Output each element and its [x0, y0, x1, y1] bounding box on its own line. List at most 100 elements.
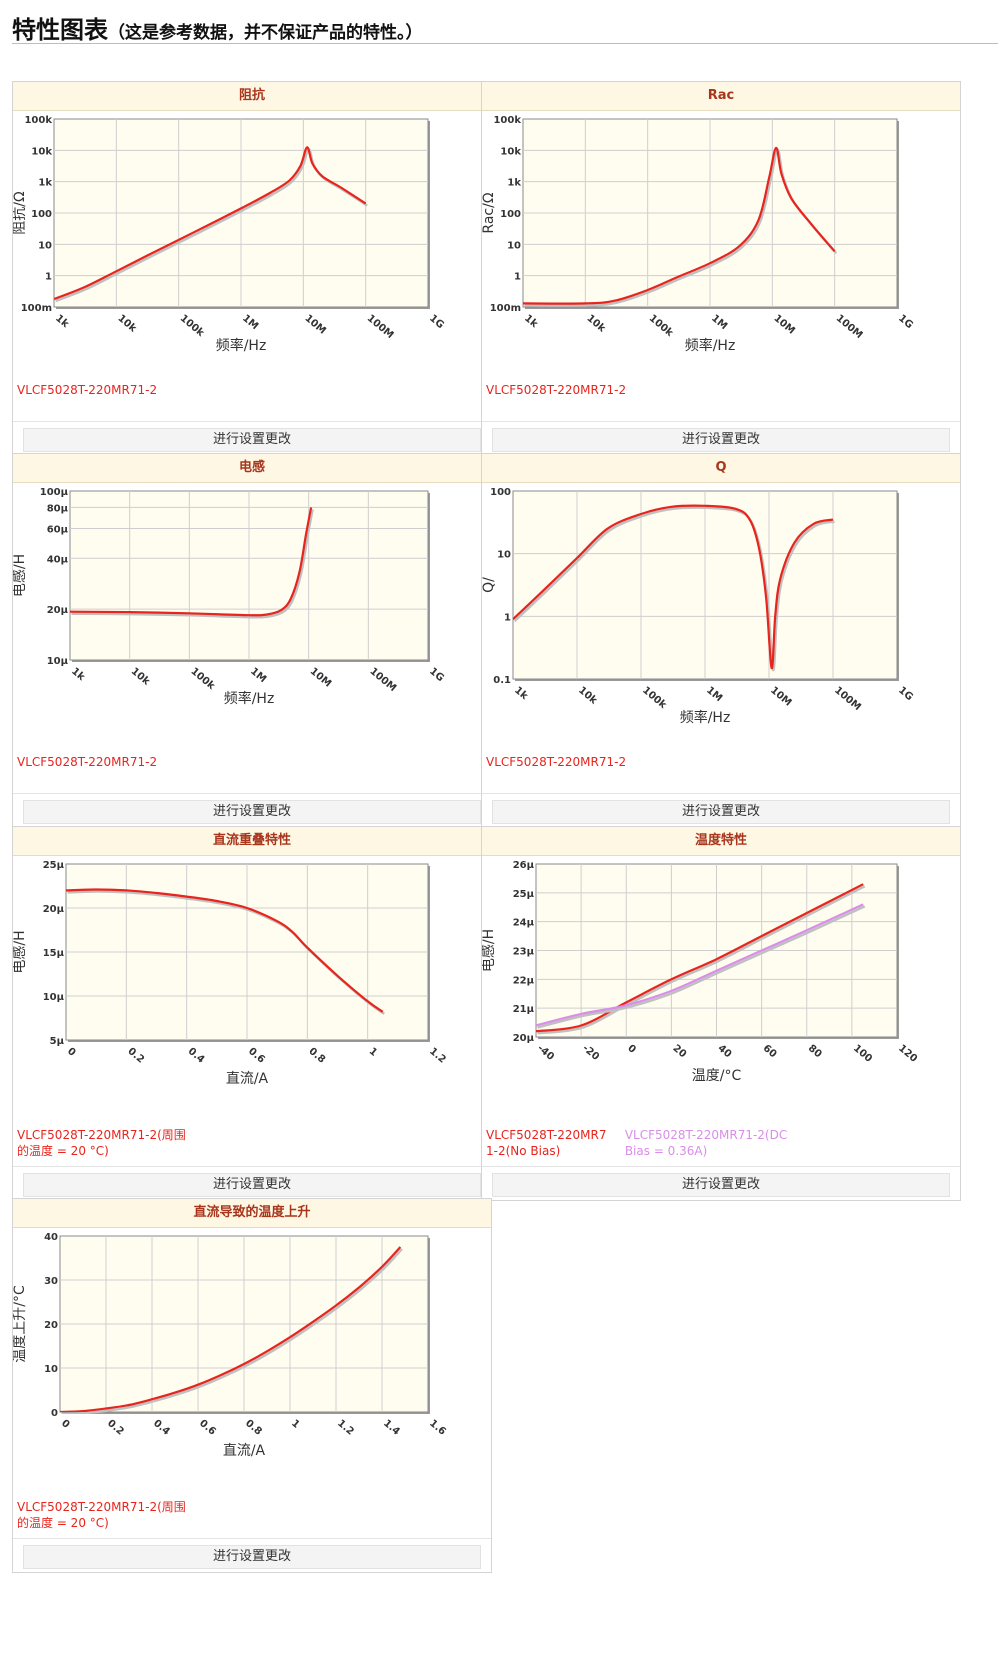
x-tick-label: 0.4	[186, 1046, 207, 1066]
x-tick-label: 0	[625, 1043, 637, 1056]
divider	[13, 421, 491, 422]
y-axis-label: 电感/H	[13, 930, 28, 973]
x-axis-label: 直流/A	[226, 1070, 269, 1087]
x-tick-label: 10M	[302, 313, 327, 337]
y-tick-label: 10	[44, 1364, 58, 1375]
y-tick-label: 20	[44, 1320, 58, 1331]
y-tick-label: 10k	[31, 146, 52, 157]
x-axis-label: 频率/Hz	[216, 337, 267, 354]
page-title: 特性图表（这是参考数据，并不保证产品的特性。）	[12, 10, 423, 45]
x-tick-label: -40	[535, 1043, 556, 1063]
y-tick-label: 100m	[21, 303, 52, 314]
settings-change-button[interactable]: 进行设置更改	[492, 800, 950, 824]
series-line-1	[513, 504, 834, 670]
chart-q: 0.1 1 10 100 1k 10k 100k 1M 10M 100M 1G 频率/Hz Q/	[482, 487, 915, 726]
x-tick-label: 100k	[188, 666, 216, 692]
x-tick-label: 0.6	[197, 1418, 218, 1438]
y-tick-label: 60μ	[47, 524, 69, 535]
y-tick-label: 30	[44, 1276, 58, 1287]
x-tick-label: 1	[289, 1418, 301, 1431]
y-tick-label: 1	[504, 612, 511, 623]
page-subtitle: （这是参考数据，并不保证产品的特性。）	[108, 23, 423, 43]
y-tick-label: 80μ	[47, 503, 69, 514]
y-tick-label: 10μ	[47, 656, 69, 667]
x-tick-label: 120	[896, 1043, 919, 1065]
y-tick-label: 100m	[490, 303, 521, 314]
x-tick-label: 0.2	[105, 1418, 126, 1438]
legend-series-dc-bias: VLCF5028T-220MR71-2(DC Bias = 0.36A)	[624, 1128, 788, 1158]
chart-title: 电感	[13, 454, 491, 483]
x-tick-label: 1M	[240, 313, 260, 332]
chart-panel-q: Q 0.1 1 10 100 1k 10k 100k 1M 10M 100M 1G 频率/Hz Q/ V…	[481, 453, 961, 828]
y-tick-label: 100	[31, 209, 52, 220]
settings-change-button[interactable]: 进行设置更改	[23, 800, 481, 824]
y-tick-label: 24μ	[513, 918, 535, 929]
legend-series-1: VLCF5028T-220MR71-2	[17, 755, 158, 769]
legend: VLCF5028T-220MR71-2	[17, 382, 157, 398]
chart-title: 温度特性	[482, 827, 960, 856]
x-axis-label: 频率/Hz	[685, 337, 736, 354]
chart-panel-rac: Rac 100m 1 10 100 1k 10k 100k 1k 10k 100k 1M 10M 100…	[481, 81, 961, 456]
y-axis-label: Q/	[482, 577, 497, 593]
y-tick-label: 20μ	[513, 1033, 535, 1044]
chart-title: 阻抗	[13, 82, 491, 111]
settings-change-button[interactable]: 进行设置更改	[492, 428, 950, 452]
x-tick-label: 100M	[834, 313, 865, 341]
y-tick-label: 20μ	[47, 605, 69, 616]
y-tick-label: 40	[44, 1232, 58, 1243]
series-shadow	[537, 905, 866, 1029]
x-tick-label: 1.2	[335, 1418, 356, 1438]
y-tick-label: 100k	[493, 115, 521, 126]
settings-change-button[interactable]: 进行设置更改	[23, 1545, 481, 1569]
chart-title: 直流导致的温度上升	[13, 1199, 491, 1228]
y-tick-label: 10	[497, 550, 511, 561]
x-tick-label: 1k	[53, 313, 71, 330]
legend-series-no-bias: VLCF5028T-220MR71-2(No Bias)	[486, 1128, 607, 1158]
x-tick-label: 1G	[896, 313, 915, 331]
chart-panel-dc-superposition: 直流重叠特性 5μ 10μ 15μ 20μ 25μ 0 0.2 0.4 0.6 0.8 1 1.2 直流…	[12, 826, 492, 1201]
divider	[482, 793, 960, 794]
series-shadow	[61, 1248, 403, 1414]
y-tick-label: 0.1	[493, 675, 511, 686]
x-tick-label: 1G	[896, 685, 915, 703]
x-tick-label: 10k	[115, 313, 138, 335]
x-tick-label: 20	[670, 1043, 688, 1060]
divider	[13, 1538, 491, 1539]
x-axis-label: 温度/°C	[692, 1068, 742, 1084]
y-tick-label: 100μ	[40, 487, 69, 498]
chart-dc-superposition: 5μ 10μ 15μ 20μ 25μ 0 0.2 0.4 0.6 0.8 1 1.2 直流/A 电感/H	[13, 860, 448, 1087]
y-tick-label: 10k	[500, 146, 521, 157]
x-tick-label: 0.6	[246, 1046, 267, 1066]
y-tick-label: 10	[38, 240, 52, 251]
y-axis-label: 电感/H	[13, 554, 28, 597]
series-line-1	[536, 883, 864, 1033]
y-axis-label: 温度上升/°C	[13, 1285, 28, 1363]
y-axis-label: 电感/H	[482, 929, 497, 972]
x-tick-label: 10k	[584, 313, 607, 335]
x-tick-label: 1G	[427, 313, 446, 331]
settings-change-button[interactable]: 进行设置更改	[23, 428, 481, 452]
x-tick-label: 0.8	[306, 1046, 327, 1066]
chart-panel-impedance: 阻抗 100m 1 10 100 1k 10k 100k 1k 10k 100k 1M 10M 100M…	[12, 81, 492, 456]
series-line-1	[66, 888, 384, 1013]
x-tick-label: 10k	[576, 685, 599, 707]
x-tick-label: 100M	[832, 685, 863, 713]
chart-inductance: 10μ 20μ 40μ 60μ 80μ 100μ 1k 10k 100k 1M 10M 100M 1G 频…	[13, 487, 446, 707]
x-axis-label: 频率/Hz	[224, 690, 275, 707]
chart-title: Q	[482, 454, 960, 483]
x-tick-label: 0	[59, 1418, 71, 1431]
chart-panel-temperature: 温度特性 20μ 21μ 22μ 23μ 24μ 25μ 26μ -40 -20 0 20 40 60 8…	[481, 826, 961, 1201]
legend: VLCF5028T-220MR71-2(周围 的温度 = 20 °C)	[17, 1127, 186, 1159]
series-line-2	[536, 903, 864, 1027]
y-tick-label: 25μ	[513, 889, 535, 900]
y-tick-label: 26μ	[513, 860, 535, 871]
settings-change-button[interactable]: 进行设置更改	[492, 1173, 950, 1197]
settings-change-button[interactable]: 进行设置更改	[23, 1173, 481, 1197]
y-tick-label: 1k	[507, 178, 521, 189]
y-tick-label: 1k	[38, 178, 52, 189]
x-tick-label: 10M	[771, 313, 796, 337]
x-tick-label: 1k	[522, 313, 540, 330]
y-axis-label: 阻抗/Ω	[13, 191, 28, 235]
x-tick-label: 1	[367, 1046, 379, 1059]
legend: VLCF5028T-220MR71-2	[17, 754, 157, 770]
